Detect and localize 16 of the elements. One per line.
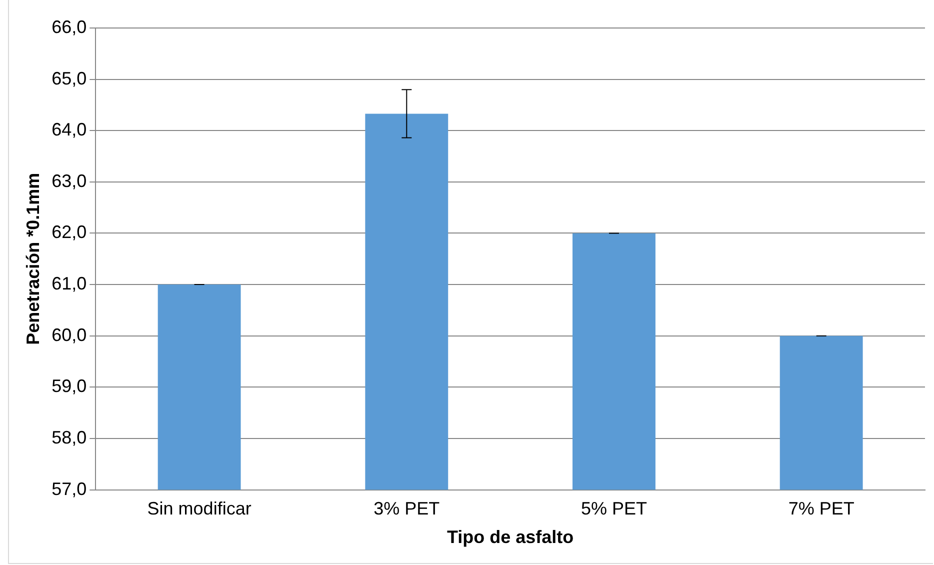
y-tick-label: 58,0: [52, 427, 87, 448]
y-tick-label: 57,0: [52, 478, 87, 499]
y-tick-label: 61,0: [52, 274, 87, 294]
x-axis-title: Tipo de asfalto: [446, 527, 574, 548]
y-tick-label: 63,0: [52, 170, 87, 191]
y-tick-label: 59,0: [52, 376, 87, 396]
y-tick-label: 62,0: [52, 222, 87, 242]
y-tick-label: 60,0: [52, 324, 87, 345]
y-tick-label: 65,0: [52, 68, 87, 88]
x-tick-label: 3% PET: [374, 498, 440, 519]
y-axis-title: Penetración *0.1mm: [22, 172, 43, 345]
x-tick-label: Sin modificar: [147, 498, 252, 519]
y-tick-label: 66,0: [52, 16, 87, 37]
y-tick-label: 64,0: [52, 120, 87, 140]
x-tick-label: 7% PET: [788, 498, 854, 519]
x-tick-label: 5% PET: [580, 498, 648, 519]
